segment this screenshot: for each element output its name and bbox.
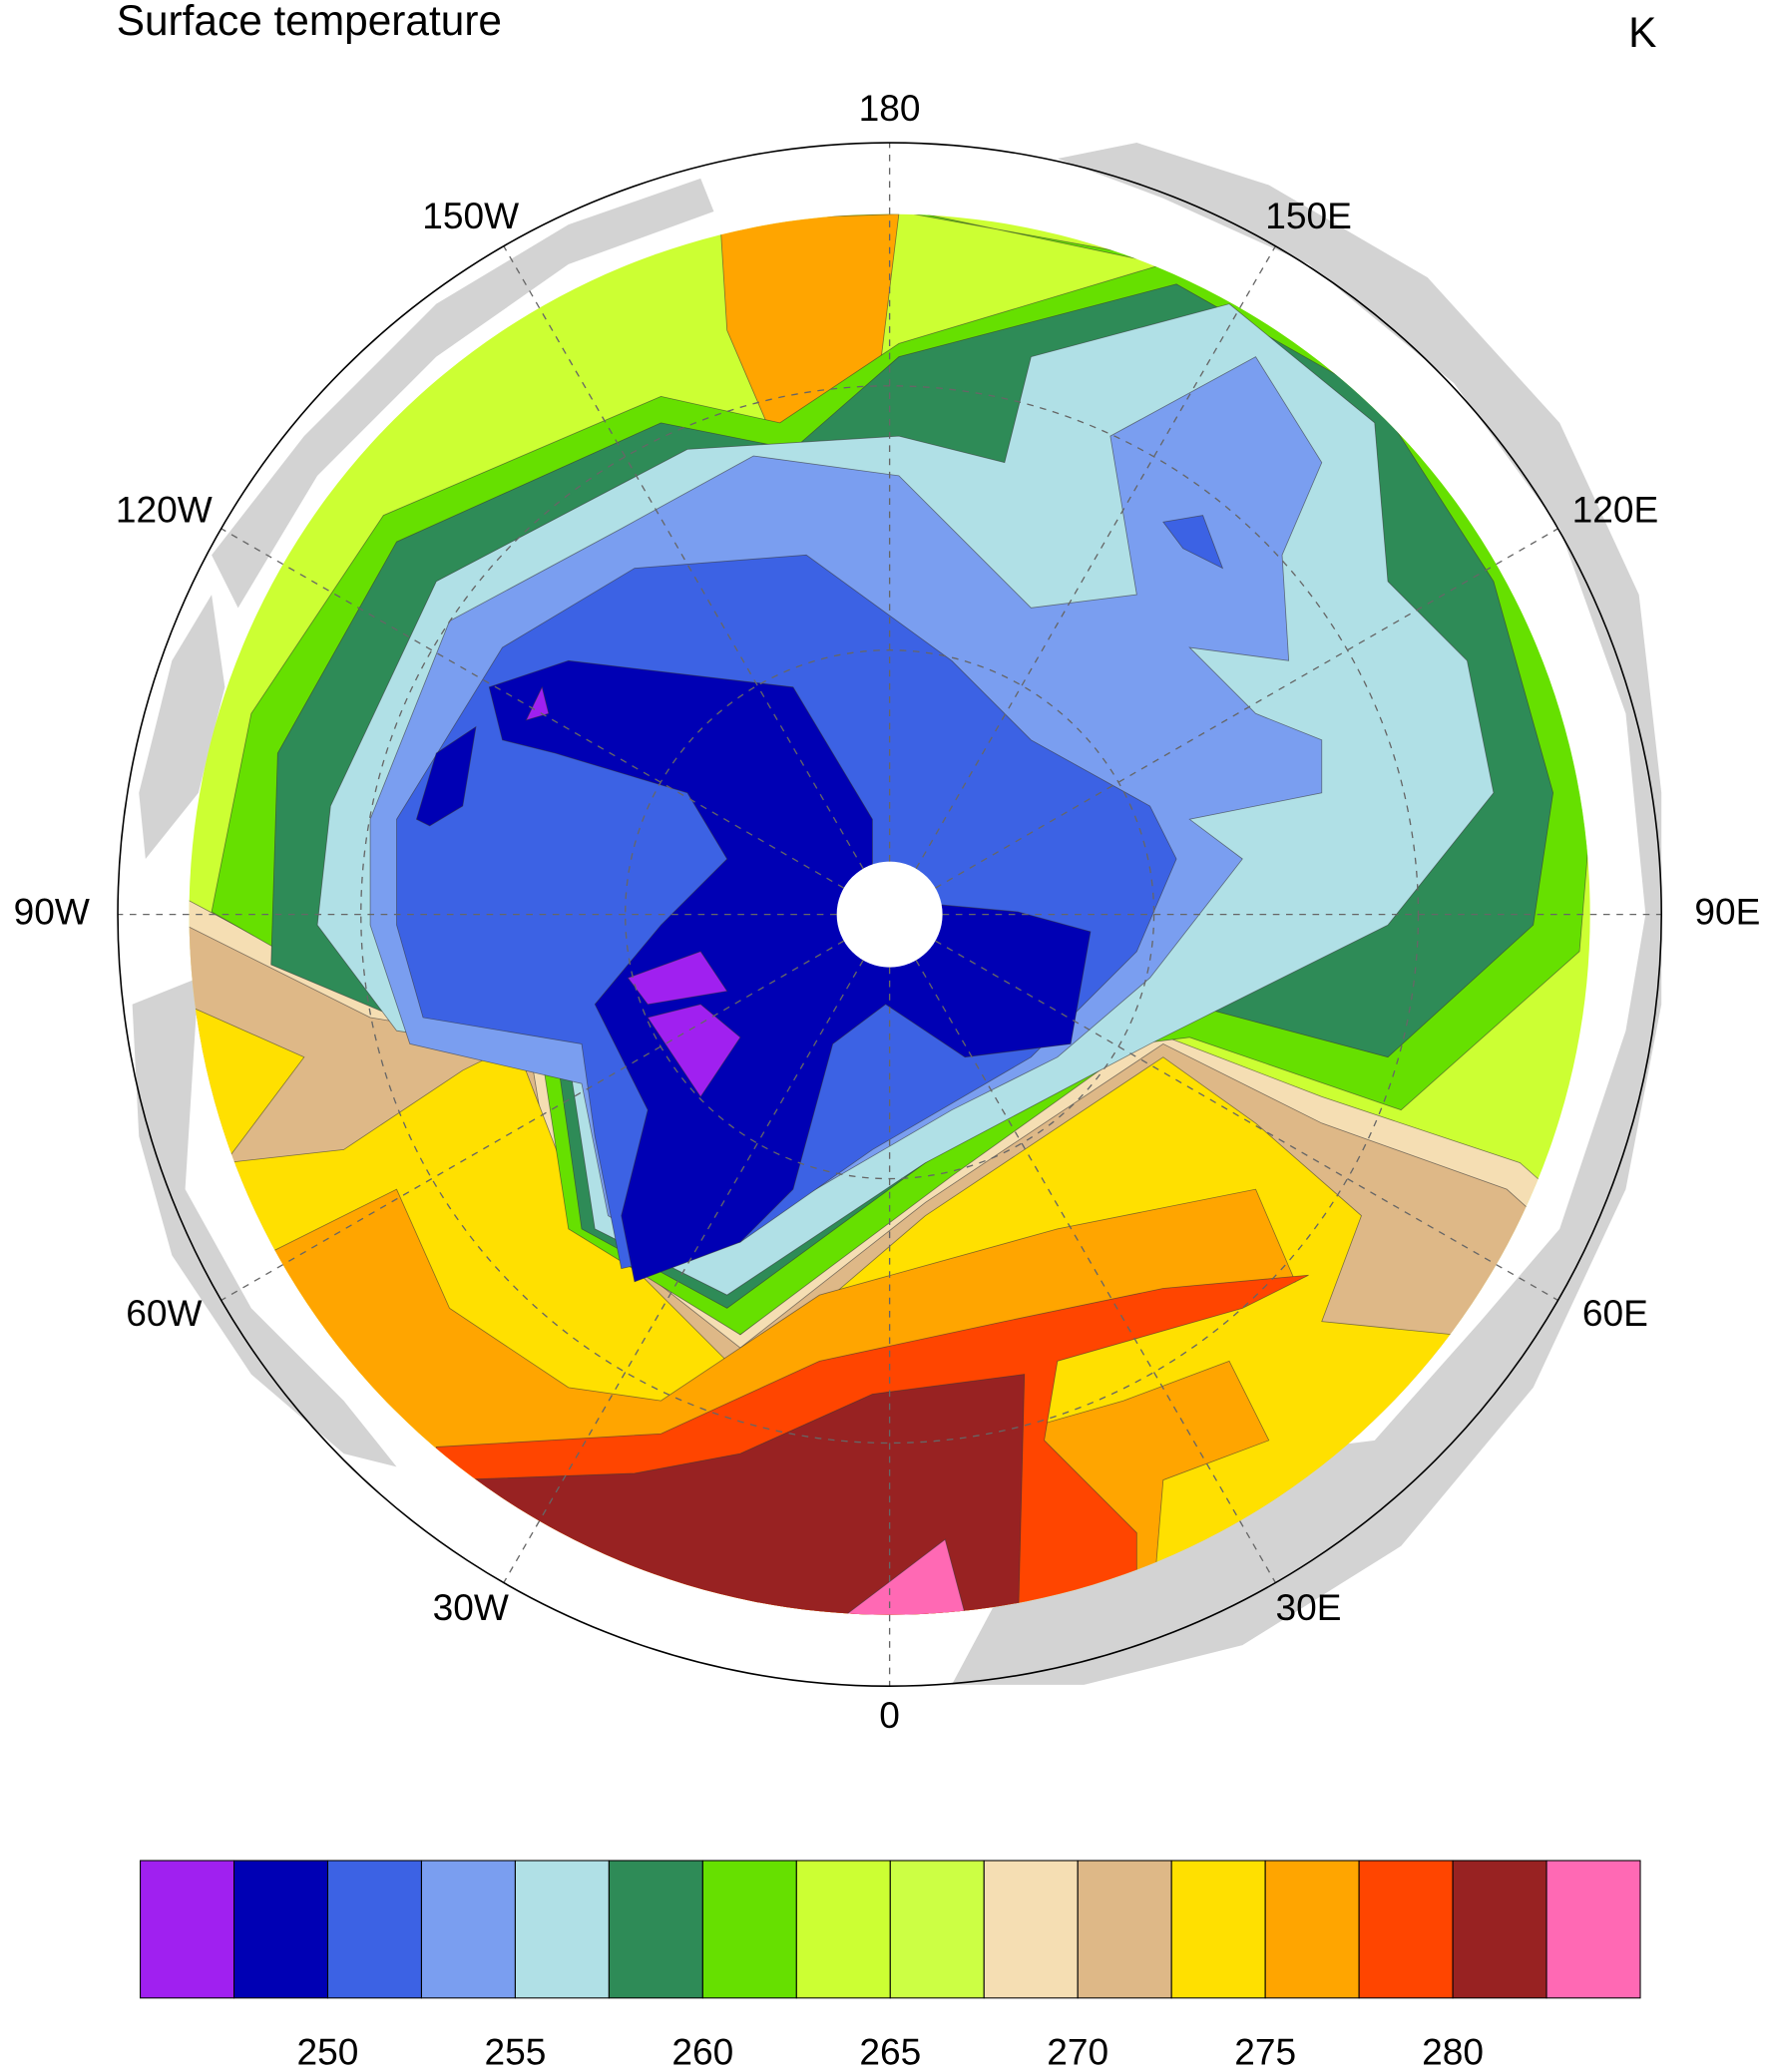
colorbar-tick-label: 250 bbox=[297, 2031, 359, 2072]
colorbar-box bbox=[140, 1860, 235, 1999]
graticule bbox=[118, 143, 1662, 1687]
land bbox=[212, 178, 714, 609]
colorbar-box bbox=[1452, 1860, 1547, 1999]
lon-label: 150E bbox=[1265, 195, 1352, 236]
lon-label: 30W bbox=[433, 1586, 509, 1628]
colorbar-box bbox=[1077, 1860, 1172, 1999]
title: Surface temperature bbox=[117, 0, 502, 44]
colorbar-box bbox=[889, 1860, 985, 1999]
lon-label: 120E bbox=[1572, 489, 1659, 531]
meridian bbox=[221, 528, 845, 889]
meridian bbox=[935, 528, 1558, 889]
meridian bbox=[915, 245, 1276, 870]
pole-hole bbox=[836, 861, 943, 968]
lon-label: 60E bbox=[1582, 1292, 1648, 1334]
meridian bbox=[935, 940, 1558, 1301]
meridian bbox=[915, 960, 1276, 1583]
colorbar-tick-label: 265 bbox=[859, 2031, 921, 2072]
map bbox=[117, 142, 1662, 1688]
contour-fill bbox=[525, 685, 741, 1098]
meridian bbox=[503, 245, 864, 870]
colorbar-box bbox=[1170, 1860, 1266, 1999]
colorbar-box bbox=[983, 1860, 1079, 1999]
colorbar-box bbox=[1358, 1860, 1454, 1999]
lon-label: 60W bbox=[126, 1292, 202, 1334]
lon-label: 90E bbox=[1694, 890, 1760, 932]
colorbar-tick-label: 270 bbox=[1047, 2031, 1108, 2072]
colorbar-tick-label: 260 bbox=[671, 2031, 733, 2072]
lon-label: 150W bbox=[422, 195, 519, 236]
colorbar-box bbox=[326, 1860, 422, 1999]
colorbar-box bbox=[233, 1860, 329, 1999]
lon-label: 120W bbox=[116, 489, 213, 531]
colorbar: 250 255 260 265 270 275 280 bbox=[140, 1860, 1641, 2072]
colorbar-box bbox=[1545, 1860, 1641, 1999]
colorbar-box bbox=[795, 1860, 891, 1999]
lon-label: 0 bbox=[879, 1694, 900, 1736]
meridian bbox=[503, 960, 864, 1583]
contour-fill bbox=[415, 725, 477, 827]
lon-labels: 180 150E 120E 90E 60E 30E 0 30W 60W 90W 120W 150W bbox=[14, 87, 1761, 1736]
lon-label: 90W bbox=[14, 890, 90, 932]
colorbar-tick-label: 275 bbox=[1234, 2031, 1296, 2072]
colorbar-box bbox=[701, 1860, 797, 1999]
colorbar-tick-label: 255 bbox=[484, 2031, 546, 2072]
colorbar-box bbox=[420, 1860, 516, 1999]
lon-label: 30E bbox=[1276, 1586, 1342, 1628]
colorbar-box bbox=[1264, 1860, 1360, 1999]
land bbox=[139, 595, 225, 860]
colorbar-box bbox=[514, 1860, 610, 1999]
lon-label: 180 bbox=[859, 87, 921, 129]
colorbar-box bbox=[608, 1860, 703, 1999]
colorbar-tick-label: 280 bbox=[1422, 2031, 1484, 2072]
land bbox=[132, 978, 397, 1467]
contour-fill bbox=[1162, 515, 1224, 570]
map-border bbox=[117, 142, 1662, 1688]
units: K bbox=[1628, 9, 1656, 56]
meridian bbox=[221, 940, 845, 1301]
